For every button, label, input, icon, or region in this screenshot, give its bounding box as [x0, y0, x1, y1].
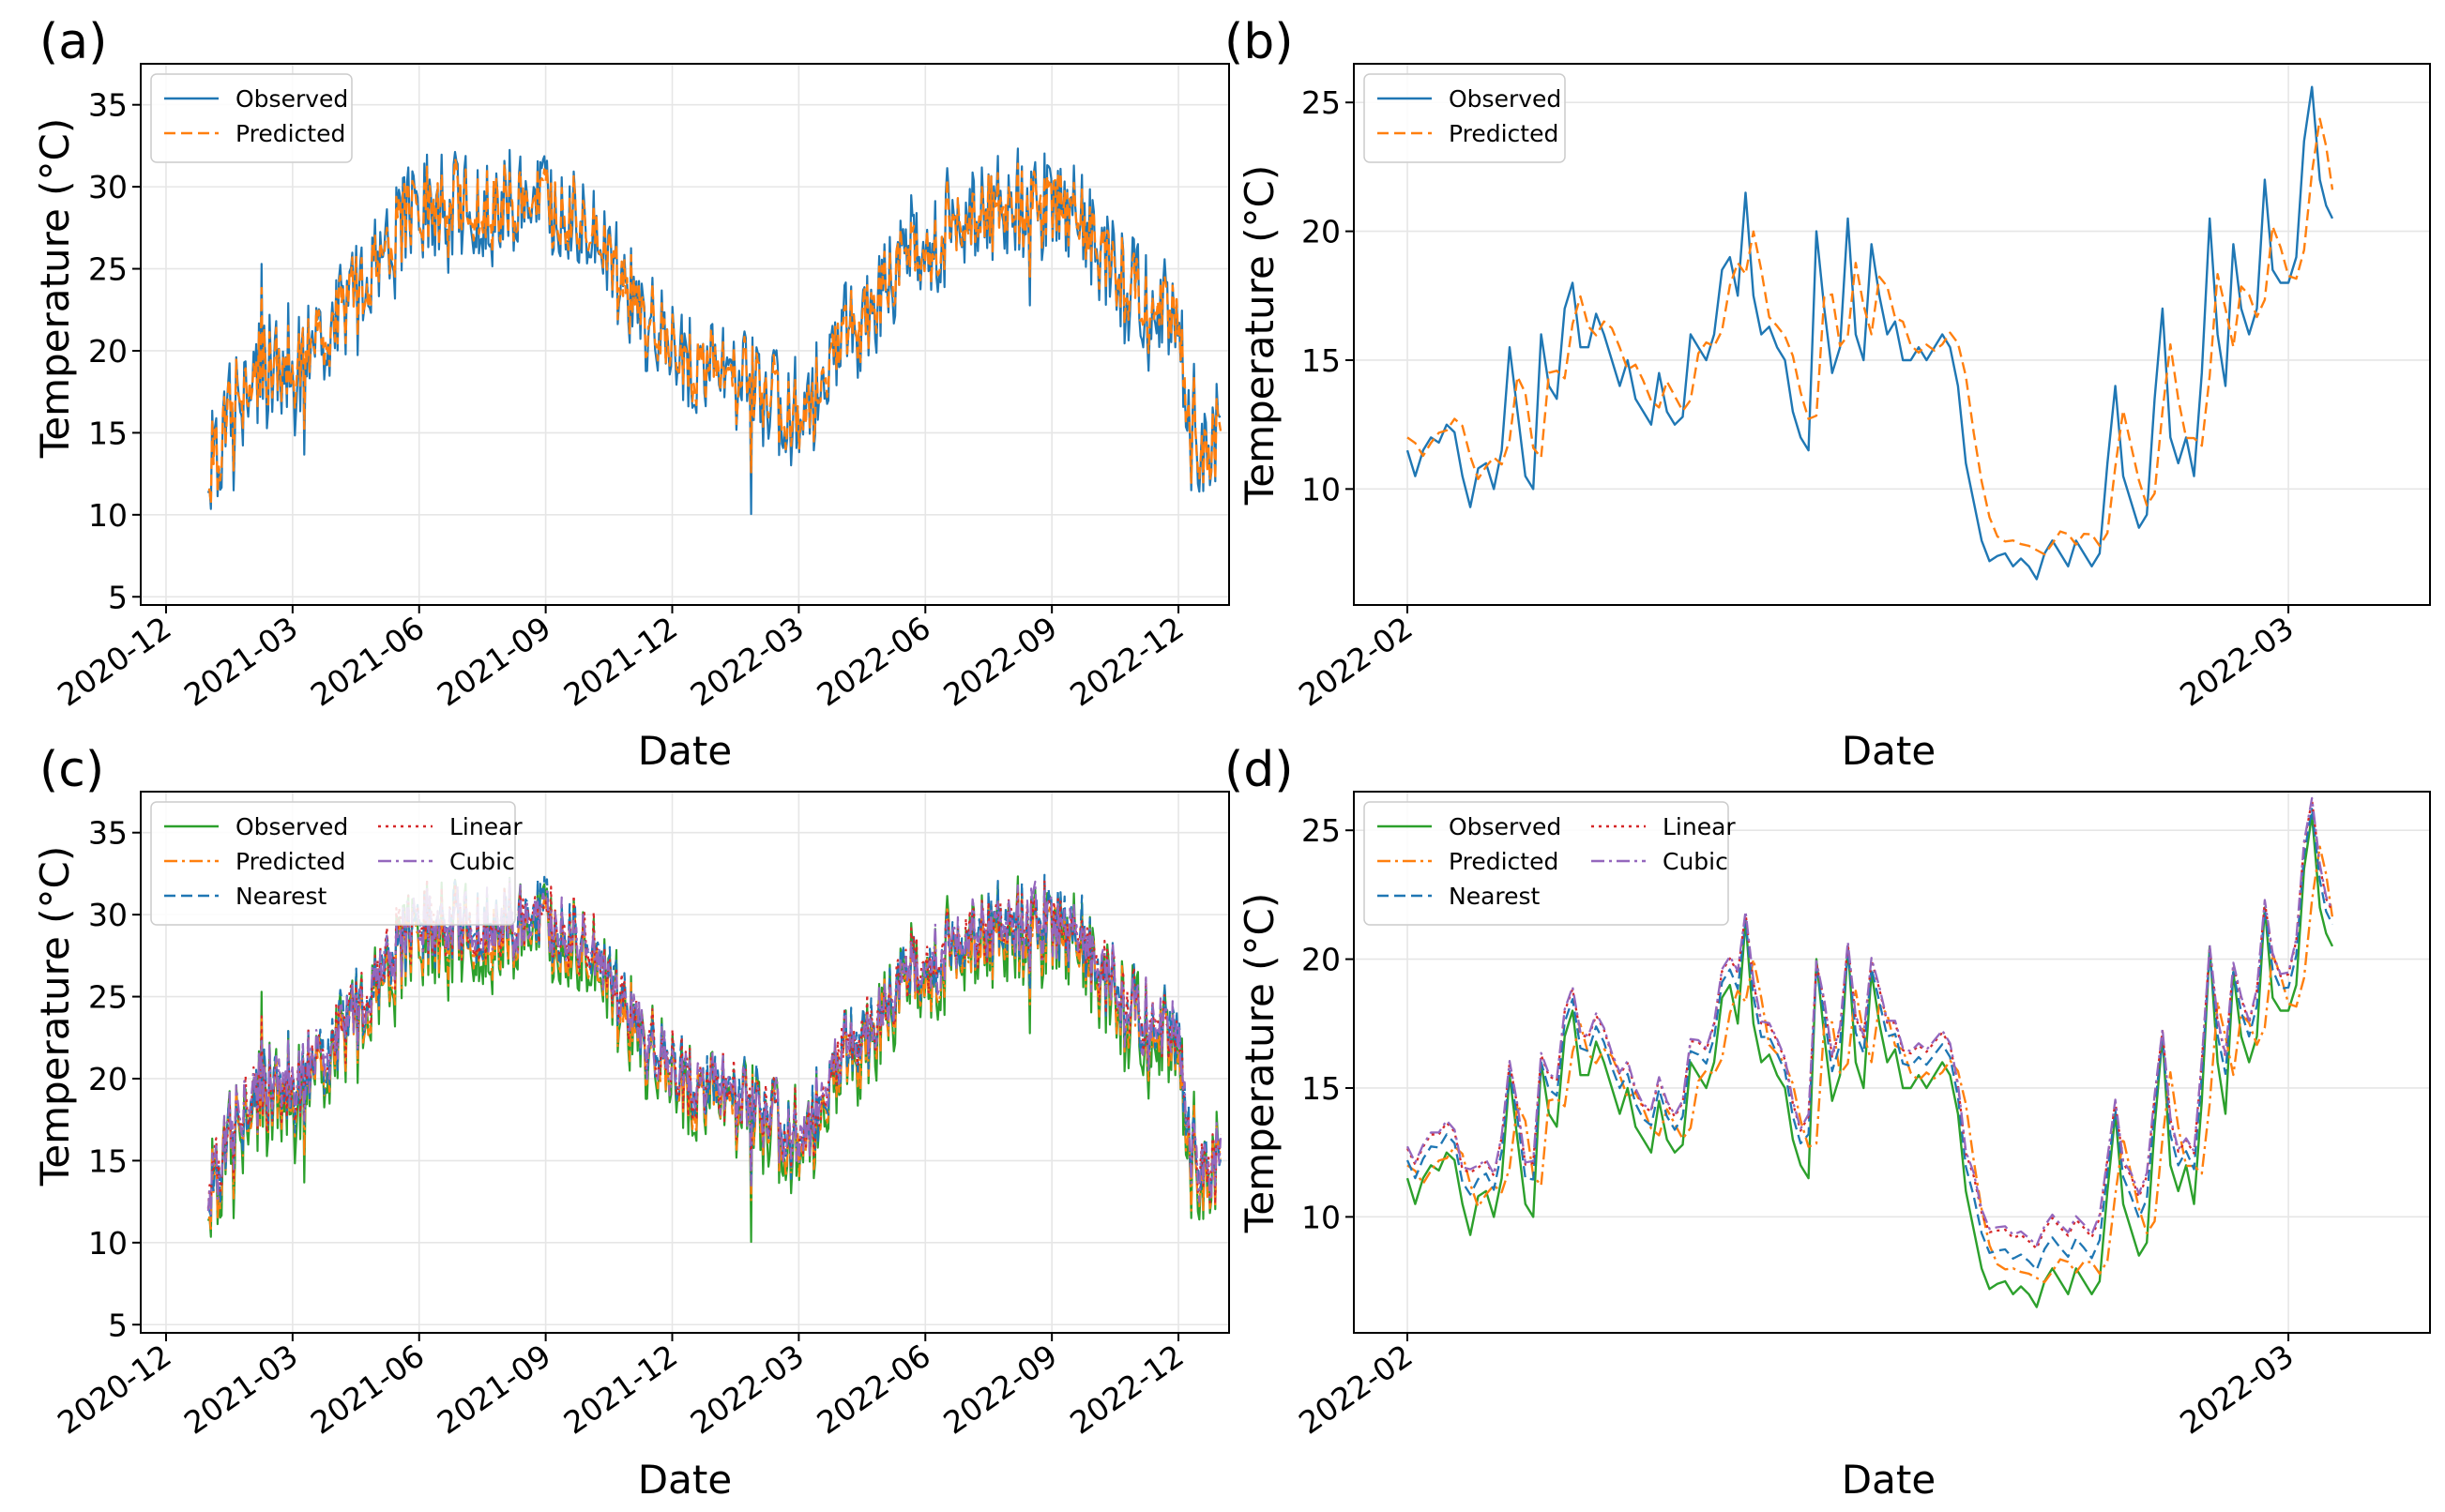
panel-a-y-tick-label: 25 — [88, 251, 128, 288]
panel-c-y-tick-label: 35 — [88, 815, 128, 852]
panel-c-legend-label-nearest: Nearest — [235, 883, 327, 910]
panel-a-y-tick-label: 20 — [88, 333, 128, 370]
panel-b-y-tick-label: 20 — [1301, 214, 1341, 250]
panel-d-legend: Observed Predicted Nearest Linear Cubic — [1363, 801, 1736, 926]
panel-d-grid — [1354, 792, 2430, 1333]
panel-c-legend-box — [150, 801, 516, 926]
panel-a-y-axis-title: Temperature (°C) — [32, 118, 78, 460]
panel-a-y-tick-label: 5 — [108, 579, 128, 615]
panel-a-frame — [140, 63, 1230, 606]
panel-d-frame — [1353, 791, 2431, 1334]
panel-d-legend-label-predicted: Predicted — [1449, 848, 1558, 875]
panel-d-legend-box — [1363, 801, 1729, 926]
panel-c-y-axis-title: Temperature (°C) — [32, 846, 78, 1187]
panel-b-y-axis-title: Temperature (°C) — [1237, 165, 1283, 507]
panel-c-y-tick-label: 5 — [108, 1307, 128, 1343]
panel-a-y-tick-label: 10 — [88, 497, 128, 534]
panel-a-y-tick-label: 30 — [88, 169, 128, 205]
panel-a-series-predicted — [207, 157, 1222, 506]
panel-d-series-predicted — [1406, 845, 2334, 1284]
panel-c-y-tick-label: 25 — [88, 979, 128, 1016]
panel-c-legend-label-observed: Observed — [235, 813, 348, 840]
panel-a-y-tick-label: 35 — [88, 87, 128, 124]
panel-b-y-tick-label: 10 — [1301, 471, 1341, 507]
panel-b-frame — [1353, 63, 2431, 606]
panel-d-y-tick-label: 15 — [1301, 1070, 1341, 1107]
panel-a-legend-label-predicted: Predicted — [235, 120, 345, 147]
panel-c-legend-label-predicted: Predicted — [235, 848, 345, 875]
panel-d-y-tick-label: 20 — [1301, 942, 1341, 978]
panel-d-y-axis-title: Temperature (°C) — [1237, 893, 1283, 1234]
panel-b-series-predicted — [1406, 117, 2334, 556]
panel-a-legend: Observed Predicted — [150, 73, 353, 163]
panel-label-c: (c) — [39, 742, 104, 798]
panel-a-legend-box — [150, 73, 353, 163]
panel-b-legend-label-predicted: Predicted — [1449, 120, 1558, 147]
panel-c-y-tick-label: 30 — [88, 897, 128, 933]
panel-label-d: (d) — [1224, 742, 1294, 798]
panel-c-y-tick-label: 20 — [88, 1061, 128, 1097]
panel-c-frame — [140, 791, 1230, 1334]
panel-d-legend-label-linear: Linear — [1663, 813, 1736, 840]
panel-d-series-nearest — [1405, 808, 2334, 1271]
panel-c-legend-label-linear: Linear — [449, 813, 523, 840]
panel-c-y-tick-label: 10 — [88, 1225, 128, 1262]
panel-c-legend: Observed Predicted Nearest Linear Cubic — [150, 801, 523, 926]
panel-c-y-tick-label: 15 — [88, 1142, 128, 1179]
panel-c-x-axis-title: Date — [638, 1457, 732, 1503]
panel-b-legend-label-observed: Observed — [1449, 85, 1561, 113]
panel-b-legend: Observed Predicted — [1363, 73, 1566, 163]
panel-a-x-axis-title: Date — [638, 728, 732, 774]
panel-d-x-axis-title: Date — [1842, 1457, 1936, 1503]
panel-d-y-tick-label: 25 — [1301, 812, 1341, 849]
panel-d-legend-label-nearest: Nearest — [1449, 883, 1541, 910]
panel-b-y-tick-label: 25 — [1301, 84, 1341, 121]
panel-a-y-tick-label: 15 — [88, 415, 128, 451]
panel-a-legend-label-observed: Observed — [235, 85, 348, 113]
panel-b-x-axis-title: Date — [1842, 728, 1936, 774]
panel-d-legend-label-cubic: Cubic — [1663, 848, 1728, 875]
panel-d-y-tick-label: 10 — [1301, 1199, 1341, 1235]
panel-d-legend-label-observed: Observed — [1449, 813, 1561, 840]
panel-c-legend-label-cubic: Cubic — [449, 848, 515, 875]
panel-label-b: (b) — [1224, 14, 1294, 70]
panel-label-a: (a) — [39, 14, 107, 70]
panel-b-legend-box — [1363, 73, 1566, 163]
panel-d-series-cubic — [1405, 796, 2334, 1247]
panel-b-series-observed — [1405, 85, 2334, 581]
panel-b-y-tick-label: 15 — [1301, 342, 1341, 379]
